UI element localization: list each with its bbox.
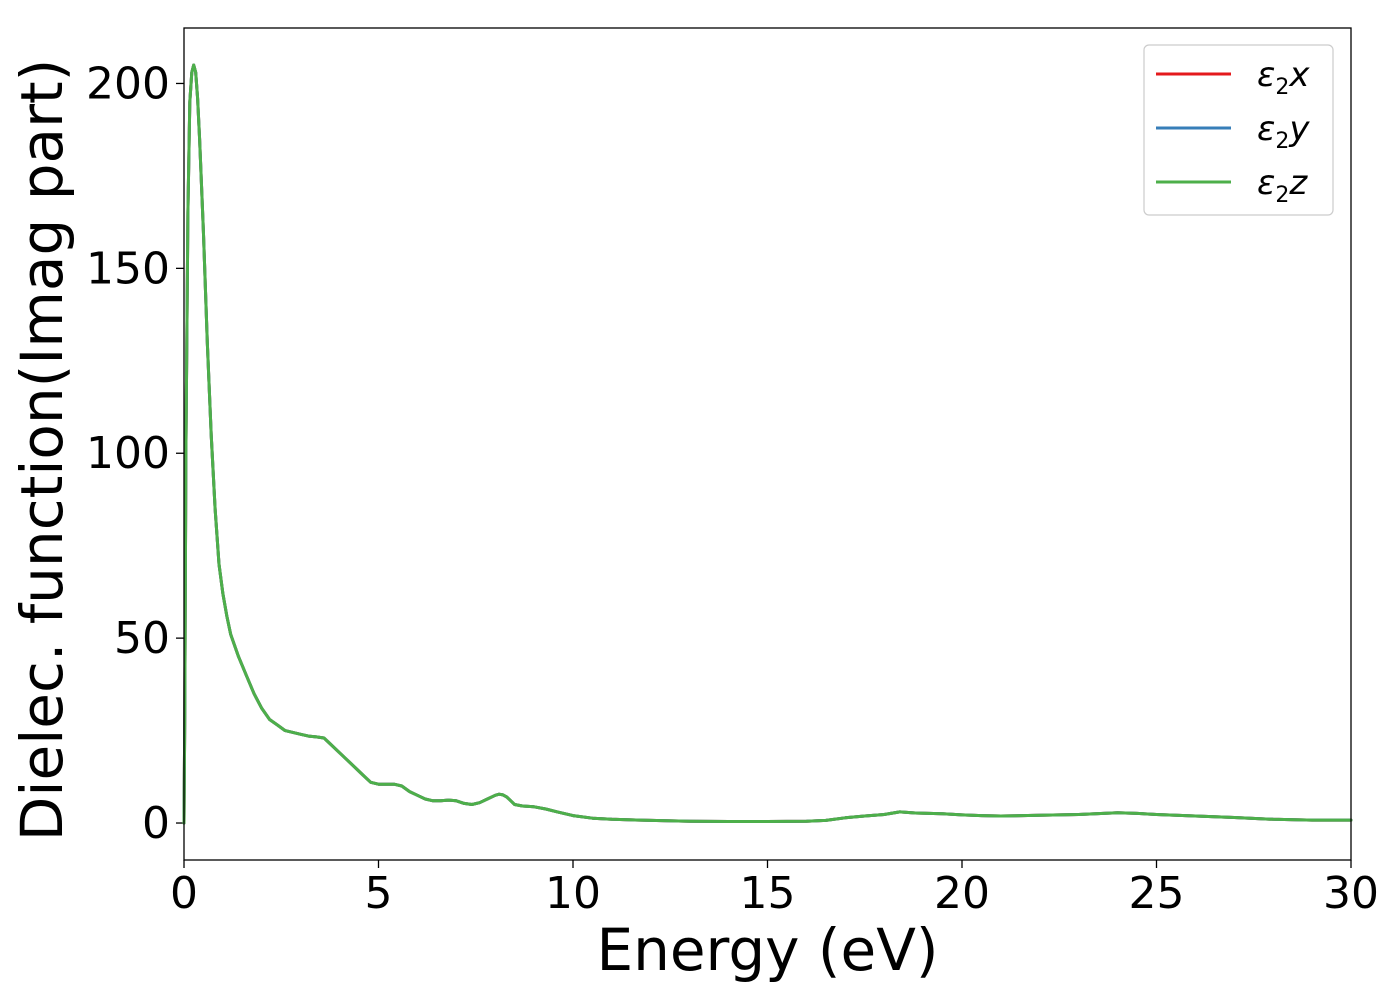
x-tick-label: 0 bbox=[170, 868, 198, 919]
plot-frame bbox=[183, 27, 1352, 861]
plot-lines bbox=[182, 63, 1353, 825]
legend-box bbox=[1143, 44, 1334, 216]
legend-label-z: ε2z bbox=[1257, 163, 1308, 208]
x-axis-ticks: 0 5 10 15 20 25 30 bbox=[170, 860, 1379, 919]
series-line-z bbox=[182, 63, 1353, 825]
y-tick-label: 50 bbox=[114, 613, 170, 664]
y-axis-ticks: 0 50 100 150 200 bbox=[86, 58, 184, 849]
y-tick-label: 150 bbox=[86, 243, 170, 294]
y-tick-label: 200 bbox=[86, 58, 170, 109]
x-tick-label: 20 bbox=[934, 868, 990, 919]
x-tick-label: 30 bbox=[1323, 868, 1379, 919]
legend: ε2x ε2y ε2z bbox=[1143, 44, 1334, 216]
y-tick-label: 0 bbox=[142, 798, 170, 849]
y-axis-label: Dielec. function(Imag part) bbox=[8, 59, 76, 842]
x-tick-label: 5 bbox=[365, 868, 393, 919]
legend-label-y: ε2y bbox=[1257, 109, 1310, 154]
y-tick-label: 100 bbox=[86, 428, 170, 479]
legend-label-x: ε2x bbox=[1257, 55, 1310, 100]
x-tick-label: 10 bbox=[545, 868, 601, 919]
x-axis-label: Energy (eV) bbox=[596, 916, 938, 984]
x-tick-label: 15 bbox=[740, 868, 796, 919]
x-tick-label: 25 bbox=[1129, 868, 1185, 919]
